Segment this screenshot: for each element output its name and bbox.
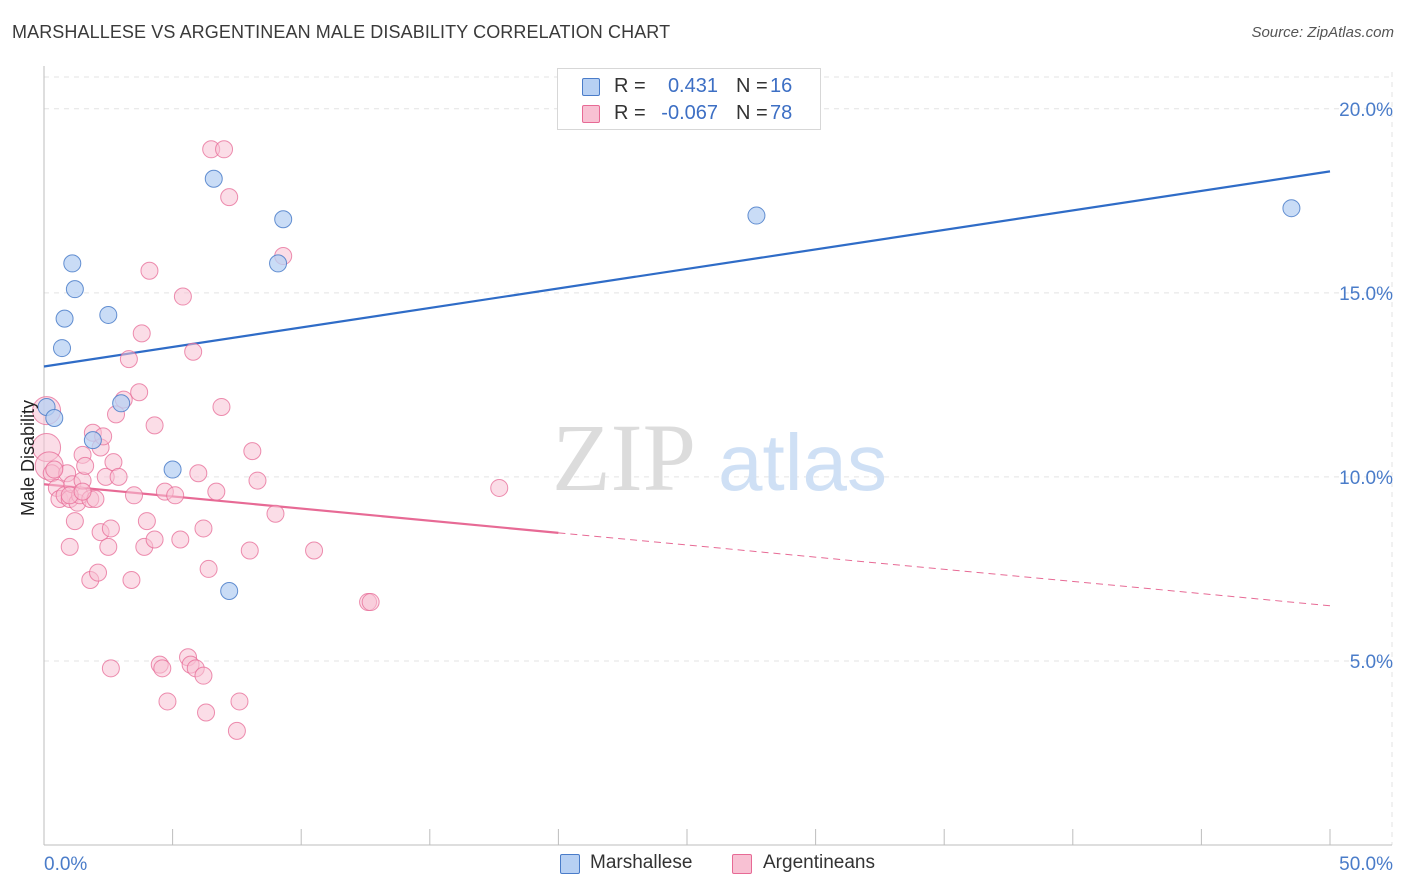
- argentineans-trend-line: [43, 483, 559, 534]
- legend-n-value: 16: [770, 75, 793, 97]
- marshallese-point: [747, 206, 766, 225]
- marshallese-point: [274, 210, 293, 229]
- legend-r-value: 0.431: [667, 75, 718, 97]
- argentineans-point: [101, 519, 120, 538]
- marshallese-point: [65, 280, 84, 299]
- marshallese-point: [55, 309, 74, 328]
- y-tick-label: 20.0%: [1339, 100, 1393, 121]
- argentineans-point: [122, 570, 141, 589]
- argentineans-point: [125, 486, 144, 505]
- argentineans-point: [130, 383, 149, 402]
- y-axis-label: Male Disability: [18, 400, 38, 516]
- argentineans-point: [199, 559, 218, 578]
- marshallese-point: [53, 339, 72, 358]
- argentineans-point: [166, 486, 185, 505]
- watermark-zip: ZIP: [552, 404, 696, 511]
- argentineans-point: [227, 721, 246, 740]
- marshallese-trend-line: [43, 170, 1331, 368]
- argentineans-point: [248, 471, 267, 490]
- argentineans-point: [101, 659, 120, 678]
- marshallese-point: [1282, 199, 1301, 218]
- argentineans-point: [194, 519, 213, 538]
- argentineans-point: [173, 287, 192, 306]
- axis-labels: 5.0% 10.0% 15.0% 20.0% 0.0% 50.0% Male Disabil…: [18, 100, 1393, 875]
- legend-n-value: 78: [770, 102, 793, 124]
- y-tick-label: 5.0%: [1350, 652, 1393, 673]
- argentineans-point: [197, 703, 216, 722]
- marshallese-point: [163, 460, 182, 479]
- y-tick-label: 10.0%: [1339, 468, 1393, 489]
- argentineans-points: [32, 140, 509, 740]
- argentineans-point: [65, 512, 84, 531]
- argentineans-point: [89, 563, 108, 582]
- marshallese-point: [220, 582, 239, 601]
- argentineans-point: [145, 416, 164, 435]
- marshallese-point: [83, 431, 102, 450]
- argentineans-point: [45, 460, 64, 479]
- argentineans-point: [240, 541, 259, 560]
- argentineans-trend-extrapolation: [558, 532, 1331, 607]
- argentineans-point: [490, 478, 509, 497]
- argentineans-point: [189, 464, 208, 483]
- argentineans-point: [220, 188, 239, 207]
- legend-r-label: R =: [614, 75, 646, 97]
- legend-r-label: R =: [614, 102, 646, 124]
- argentineans-point: [140, 261, 159, 280]
- marshallese-point: [45, 409, 64, 428]
- argentineans-point: [171, 530, 190, 549]
- legend-n-label: N =: [736, 102, 768, 124]
- argentineans-point: [119, 350, 138, 369]
- argentineans-point: [212, 397, 231, 416]
- argentineans-point: [266, 504, 285, 523]
- argentineans-swatch: [582, 105, 600, 123]
- argentineans-legend-swatch: [732, 854, 752, 874]
- legend-row-argentineans: R = -0.067 N = 78: [558, 100, 822, 128]
- marshallese-point: [112, 394, 131, 413]
- argentineans-point: [60, 537, 79, 556]
- argentineans-point: [73, 482, 92, 501]
- argentineans-legend-label: Argentineans: [763, 852, 875, 873]
- argentineans-point: [243, 442, 262, 461]
- argentineans-point: [132, 324, 151, 343]
- argentineans-point: [361, 593, 380, 612]
- watermark: ZIP atlas: [552, 404, 887, 511]
- marshallese-swatch: [582, 78, 600, 96]
- argentineans-point: [184, 342, 203, 361]
- argentineans-point: [137, 512, 156, 531]
- argentineans-point: [207, 482, 226, 501]
- trend-lines: [43, 170, 1331, 607]
- argentineans-point: [99, 537, 118, 556]
- marshallese-points: [37, 169, 1301, 601]
- grid-lines: [44, 72, 1393, 845]
- marshallese-point: [269, 254, 288, 273]
- argentineans-point: [194, 666, 213, 685]
- legend-n-label: N =: [736, 75, 768, 97]
- marshallese-point: [99, 305, 118, 324]
- argentineans-point: [215, 140, 234, 159]
- argentineans-point: [305, 541, 324, 560]
- argentineans-point: [230, 692, 249, 711]
- marshallese-legend-label: Marshallese: [590, 852, 693, 873]
- argentineans-point: [145, 530, 164, 549]
- chart-title: MARSHALLESE VS ARGENTINEAN MALE DISABILI…: [12, 22, 671, 42]
- marshallese-point: [63, 254, 82, 273]
- argentineans-point: [153, 659, 172, 678]
- y-tick-label: 15.0%: [1339, 284, 1393, 305]
- source-label: Source: ZipAtlas.com: [1251, 24, 1394, 41]
- legend-r-value: -0.067: [661, 102, 718, 124]
- x-tick-label: 0.0%: [44, 854, 87, 875]
- argentineans-point: [158, 692, 177, 711]
- marshallese-point: [204, 169, 223, 188]
- correlation-legend: R = 0.431 N = 16 R = -0.067 N = 78: [557, 68, 821, 130]
- x-tick-label: 50.0%: [1339, 854, 1393, 875]
- legend-row-marshallese: R = 0.431 N = 16: [558, 73, 822, 101]
- marshallese-legend-swatch: [560, 854, 580, 874]
- argentineans-point: [109, 467, 128, 486]
- watermark-atlas: atlas: [718, 418, 887, 507]
- argentineans-point: [76, 456, 95, 475]
